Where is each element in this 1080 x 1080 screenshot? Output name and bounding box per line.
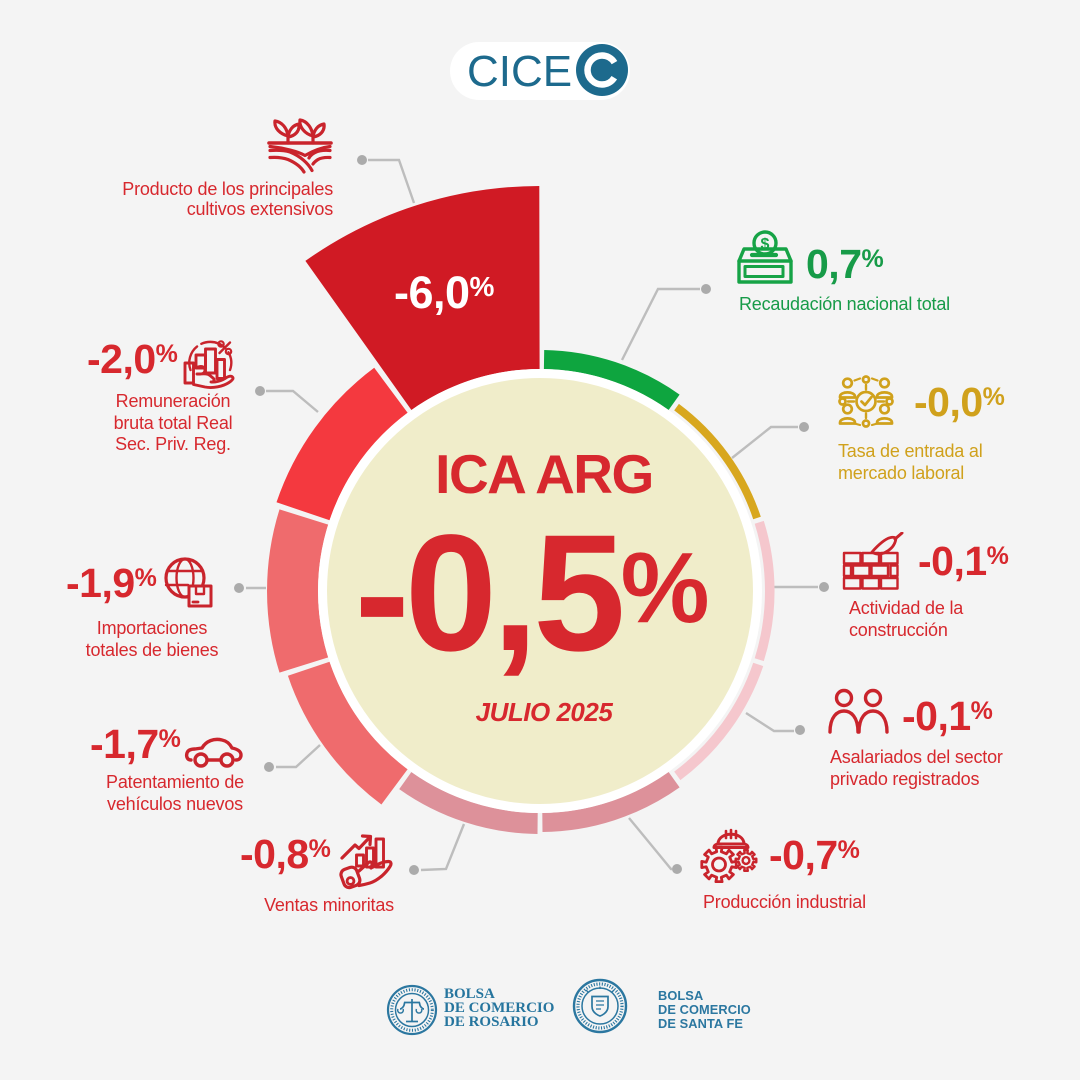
svg-text:$: $ bbox=[761, 236, 770, 253]
svg-text:CICE: CICE bbox=[467, 47, 572, 96]
